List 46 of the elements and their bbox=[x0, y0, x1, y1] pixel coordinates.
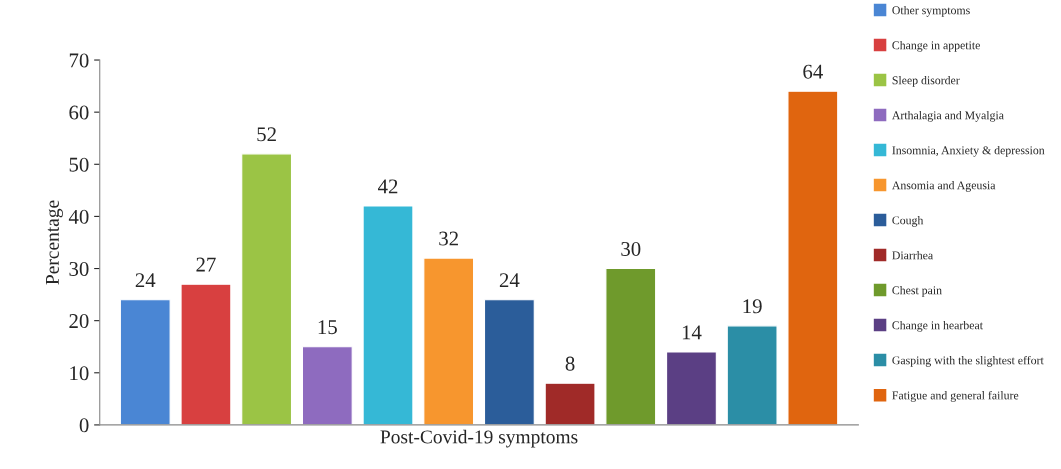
legend-label: Cough bbox=[892, 216, 924, 227]
bar bbox=[666, 351, 717, 425]
data-label: 15 bbox=[318, 320, 337, 335]
data-label: 14 bbox=[682, 325, 702, 340]
bar bbox=[726, 325, 778, 425]
bar bbox=[483, 299, 535, 425]
y-tick-label: 10 bbox=[70, 366, 89, 381]
bar bbox=[544, 382, 596, 425]
bar bbox=[605, 267, 657, 425]
legend-label: Other symptoms bbox=[892, 5, 970, 17]
legend-label: Ansomia and Ageusia bbox=[891, 180, 996, 192]
bar bbox=[119, 299, 171, 425]
data-label: 8 bbox=[565, 356, 575, 371]
bar bbox=[180, 283, 232, 425]
y-tick-label: 40 bbox=[68, 209, 89, 224]
bar bbox=[787, 90, 839, 425]
legend-label: Change in appetite bbox=[892, 40, 980, 52]
data-label: 32 bbox=[439, 231, 458, 246]
y-axis-title: Percentage bbox=[46, 200, 63, 285]
data-label: 24 bbox=[135, 273, 156, 288]
data-label: 30 bbox=[621, 241, 641, 256]
legend-label: Fatigue and general failure bbox=[892, 390, 1019, 402]
legend-label: Chest pain bbox=[892, 285, 942, 297]
x-tick-label: Post-Covid-19 symptoms bbox=[380, 429, 578, 448]
bar bbox=[362, 205, 414, 425]
data-label: 27 bbox=[196, 257, 216, 272]
y-tick-label: 60 bbox=[69, 105, 89, 120]
y-tick-label: 30 bbox=[69, 261, 89, 276]
legend-label: Arthalagia and Myalgia bbox=[891, 110, 1004, 122]
y-tick-label: 20 bbox=[69, 314, 89, 329]
bar bbox=[241, 153, 293, 425]
data-label: 42 bbox=[378, 179, 398, 194]
data-label: 64 bbox=[803, 64, 823, 79]
legend-label: Sleep disorder bbox=[892, 75, 960, 87]
data-label: 52 bbox=[257, 127, 276, 142]
y-tick-label: 0 bbox=[79, 418, 89, 433]
bar bbox=[301, 346, 353, 425]
legend-label: Change in hearbeat bbox=[892, 320, 983, 332]
data-label: 24 bbox=[499, 273, 520, 288]
legend-label: Gasping with the slightest effort bbox=[892, 355, 1044, 367]
y-tick-label: 70 bbox=[69, 53, 89, 68]
legend-label: Diarrhea bbox=[892, 251, 933, 260]
legend-label: Insomnia, Anxiety & depression bbox=[892, 145, 1045, 157]
bar bbox=[423, 257, 475, 425]
data-label: 19 bbox=[743, 299, 762, 314]
y-tick-label: 50 bbox=[69, 157, 89, 172]
